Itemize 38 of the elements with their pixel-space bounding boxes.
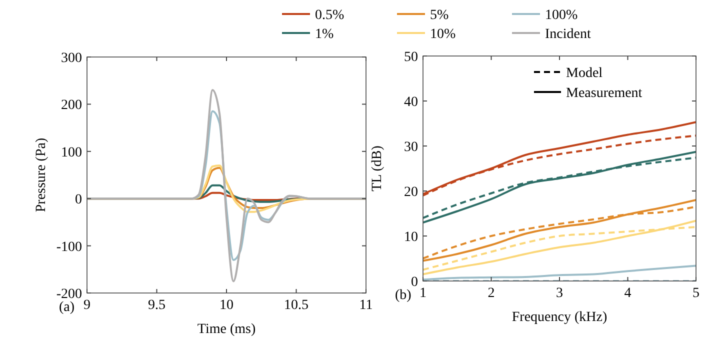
x-tick-label: 9.5 xyxy=(148,298,166,313)
y-tick-label: 10 xyxy=(404,230,418,245)
y-axis-title: Pressure (Pa) xyxy=(34,138,49,212)
y-tick-label: 0 xyxy=(411,275,418,290)
legend-label: Incident xyxy=(545,27,591,42)
y-tick-label: 300 xyxy=(61,51,82,66)
x-tick-label: 11 xyxy=(359,298,373,313)
y-tick-label: 200 xyxy=(61,98,82,114)
y-axis-title: TL (dB) xyxy=(370,145,385,192)
y-tick-label: 50 xyxy=(404,50,418,65)
annotation: Model xyxy=(566,66,603,81)
x-axis-title: Frequency (kHz) xyxy=(512,310,608,325)
x-tick-label: 9 xyxy=(84,298,90,313)
legend-label: 0.5% xyxy=(315,8,344,23)
text: (b) xyxy=(395,288,412,303)
text: (a) xyxy=(59,300,75,315)
y-tick-label: 0 xyxy=(75,192,82,208)
x-tick-label: 2 xyxy=(488,286,495,301)
y-tick-label: 100 xyxy=(61,145,82,160)
y-tick-label: -200 xyxy=(56,287,82,302)
y-tick-label: 20 xyxy=(404,185,418,200)
legend-label: 10% xyxy=(430,27,456,42)
x-tick-label: 10.5 xyxy=(284,298,308,313)
legend-label: 1% xyxy=(315,27,334,42)
x-tick-label: 1 xyxy=(420,286,426,301)
legend-label: 100% xyxy=(545,8,578,23)
x-tick-label: 4 xyxy=(624,286,632,301)
line-series xyxy=(423,220,696,276)
x-tick-label: 10 xyxy=(220,298,234,313)
y-tick-label: 30 xyxy=(404,140,418,155)
y-tick-label: 40 xyxy=(404,95,418,110)
line-series xyxy=(87,89,366,282)
y-tick-label: -100 xyxy=(56,240,82,255)
x-tick-label: 5 xyxy=(692,286,700,301)
x-tick-label: 3 xyxy=(556,286,563,301)
x-axis-title: Time (ms) xyxy=(197,322,256,337)
annotation: Measurement xyxy=(566,86,642,101)
legend-label: 5% xyxy=(430,8,449,23)
